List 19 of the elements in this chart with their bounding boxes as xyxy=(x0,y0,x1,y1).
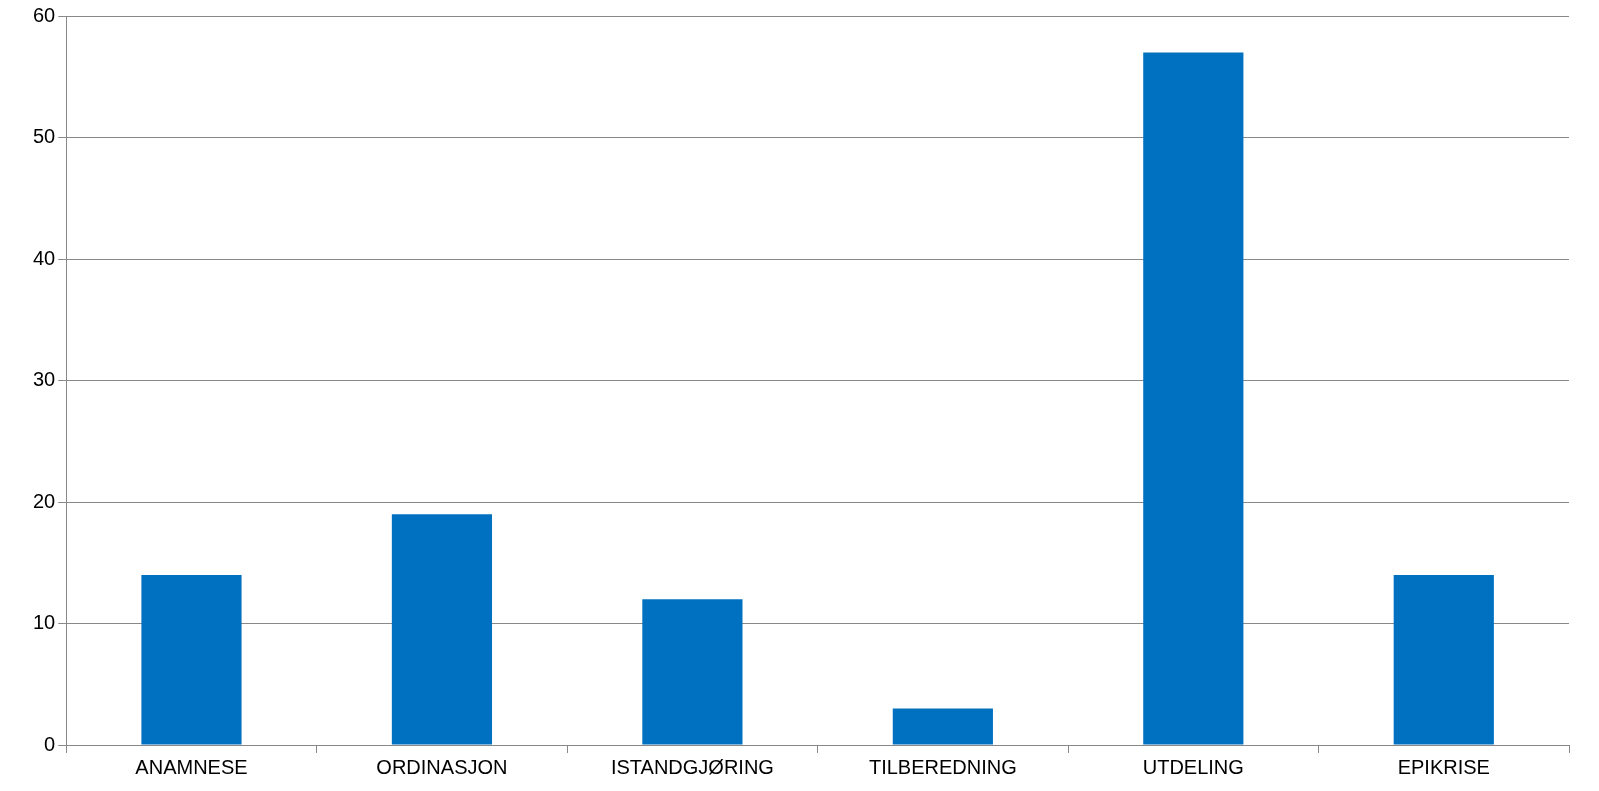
x-tick-label: ISTANDGJØRING xyxy=(610,755,774,778)
y-tick-label: 50 xyxy=(33,125,56,148)
y-tick-label: 40 xyxy=(33,246,56,269)
bar xyxy=(1393,574,1494,745)
x-tick-label: UTDELING xyxy=(1142,755,1244,778)
y-tick-label: 60 xyxy=(33,3,56,26)
bar xyxy=(1143,52,1244,745)
x-tick-label: ANAMNESE xyxy=(135,755,248,778)
bar xyxy=(141,574,242,745)
x-tick-label: ORDINASJON xyxy=(376,755,508,778)
y-tick-label: 0 xyxy=(44,732,56,755)
bar xyxy=(391,514,493,745)
bar xyxy=(642,599,743,745)
bar xyxy=(892,708,993,745)
y-tick-label: 20 xyxy=(33,489,56,512)
y-tick-label: 30 xyxy=(33,368,56,391)
x-tick-label: TILBEREDNING xyxy=(868,755,1017,778)
y-tick-label: 10 xyxy=(33,611,56,634)
x-tick-label: EPIKRISE xyxy=(1397,755,1490,778)
